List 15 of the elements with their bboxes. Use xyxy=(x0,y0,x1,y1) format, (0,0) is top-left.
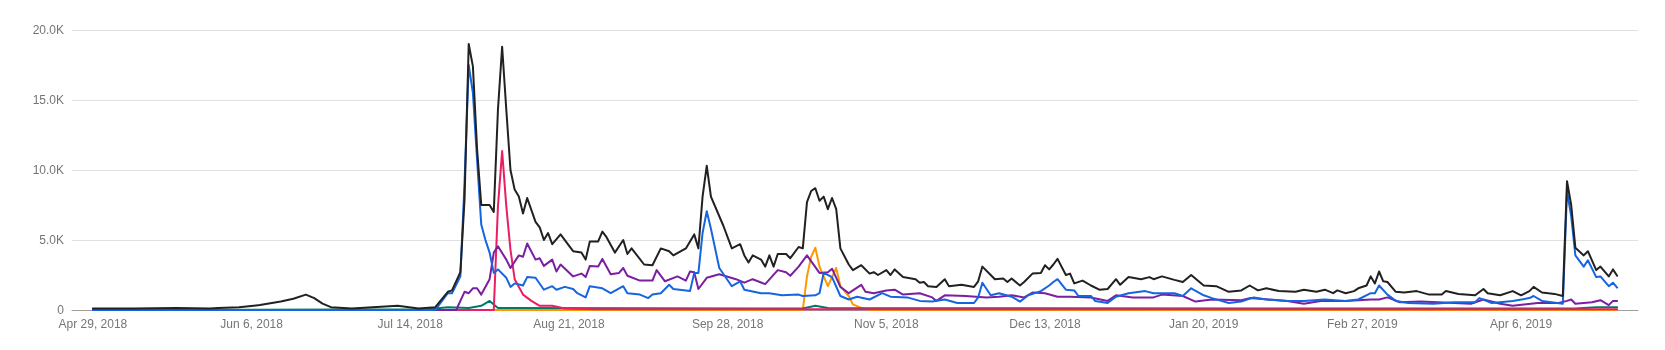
y-tick-label: 15.0K xyxy=(32,93,64,107)
x-tick-label: Nov 5, 2018 xyxy=(853,317,919,331)
x-tick-label: Feb 27, 2019 xyxy=(1327,317,1399,331)
x-tick-label: Apr 29, 2018 xyxy=(58,317,128,331)
x-tick-label: Aug 21, 2018 xyxy=(533,317,605,331)
x-tick-label: Jun 6, 2018 xyxy=(220,317,284,331)
y-tick-label: 10.0K xyxy=(32,163,64,177)
x-tick-label: Jul 14, 2018 xyxy=(377,317,444,331)
y-tick-label: 0 xyxy=(57,303,65,317)
x-tick-label: Apr 6, 2019 xyxy=(1490,317,1553,331)
x-tick-label: Sep 28, 2018 xyxy=(691,317,764,331)
y-tick-label: 20.0K xyxy=(32,23,64,37)
x-tick-label: Dec 13, 2018 xyxy=(1009,317,1082,331)
x-tick-label: Jan 20, 2019 xyxy=(1168,317,1239,331)
y-tick-label: 5.0K xyxy=(39,233,64,247)
